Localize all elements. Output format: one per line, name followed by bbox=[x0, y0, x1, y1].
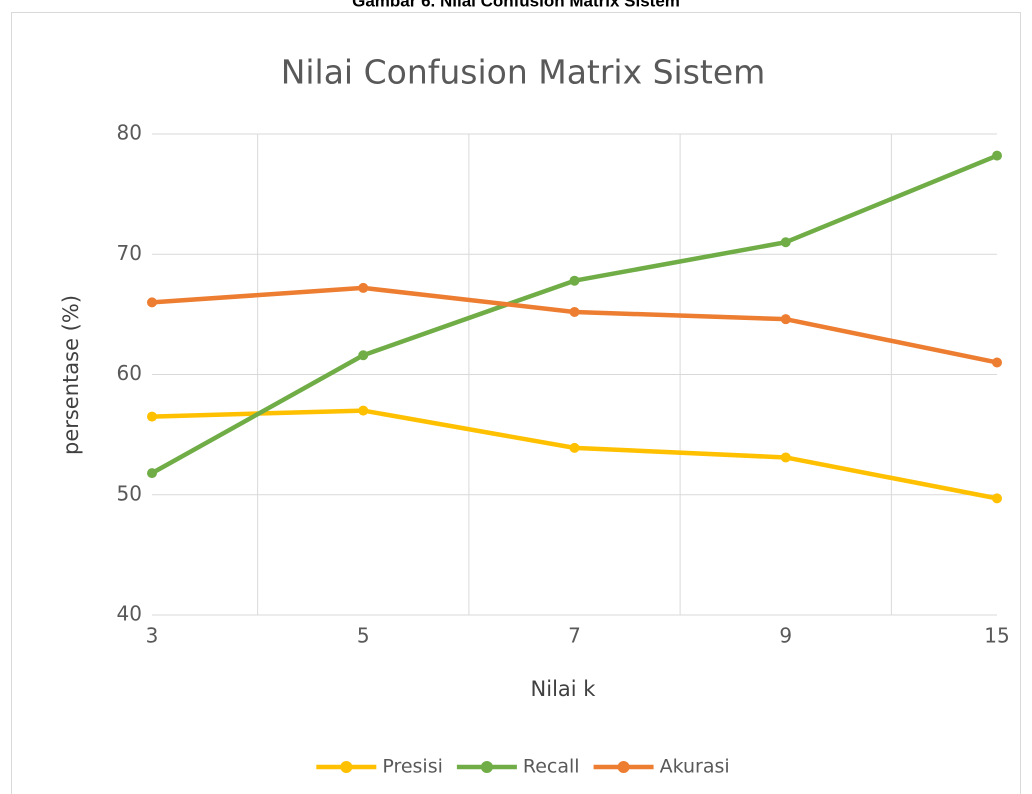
x-tick-label: 5 bbox=[357, 624, 370, 648]
chart-border bbox=[11, 12, 1021, 794]
data-point bbox=[147, 468, 157, 479]
y-axis-label: persentase (%) bbox=[59, 295, 83, 455]
data-point bbox=[569, 306, 580, 317]
data-point bbox=[780, 237, 791, 248]
x-tick-label: 3 bbox=[146, 624, 159, 648]
y-tick-label: 80 bbox=[117, 121, 142, 145]
data-point bbox=[780, 452, 791, 463]
data-point bbox=[569, 275, 580, 286]
data-point bbox=[569, 442, 580, 453]
x-axis-label: Nilai k bbox=[531, 677, 597, 701]
y-tick-label: 70 bbox=[117, 241, 142, 265]
data-point bbox=[358, 405, 369, 416]
x-tick-label: 7 bbox=[568, 624, 581, 648]
data-point bbox=[147, 297, 157, 308]
data-point bbox=[358, 350, 369, 361]
x-tick-label: 15 bbox=[984, 624, 1009, 648]
caption: Gambar 6. Nilai Confusion Matrix Sistem bbox=[352, 0, 680, 10]
data-point bbox=[992, 493, 1002, 504]
y-tick-label: 40 bbox=[117, 602, 142, 626]
legend: Presisi Recall Akurasi bbox=[316, 756, 730, 778]
legend-marker bbox=[340, 761, 353, 773]
legend-label: Presisi bbox=[382, 756, 443, 778]
data-point bbox=[780, 314, 791, 325]
legend-label: Recall bbox=[523, 756, 580, 778]
x-tick-label: 9 bbox=[779, 624, 792, 648]
data-point bbox=[358, 282, 369, 293]
data-point bbox=[992, 357, 1002, 368]
data-point bbox=[147, 411, 157, 422]
legend-marker bbox=[617, 761, 630, 773]
y-tick-label: 50 bbox=[117, 481, 142, 505]
y-tick-label: 60 bbox=[117, 361, 142, 385]
legend-label: Akurasi bbox=[660, 756, 730, 778]
legend-marker bbox=[480, 761, 493, 773]
chart-title: Nilai Confusion Matrix Sistem bbox=[281, 53, 766, 92]
data-point bbox=[992, 150, 1002, 161]
